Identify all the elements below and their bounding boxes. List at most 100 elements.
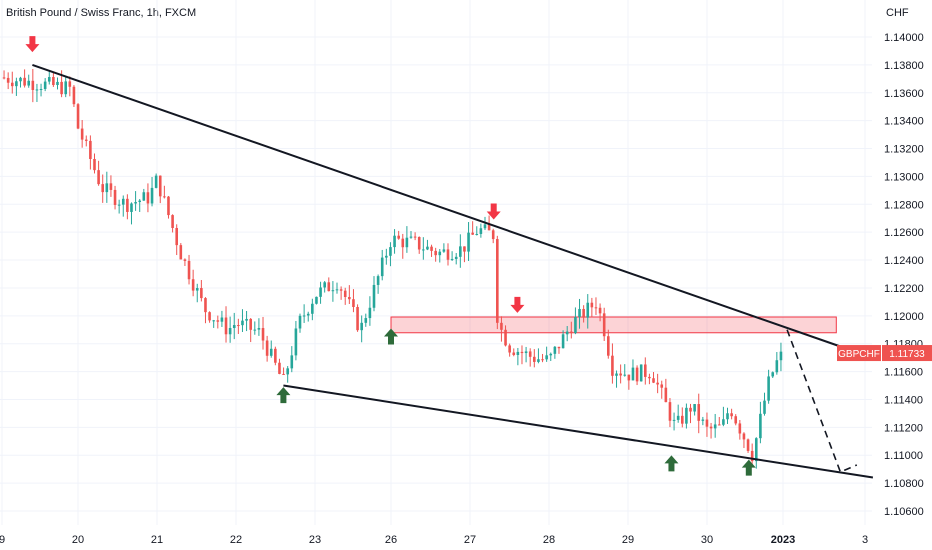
candle-body: [348, 297, 351, 300]
resistance-zone[interactable]: [390, 316, 837, 334]
candle-body: [545, 355, 548, 360]
candle-body: [397, 235, 400, 239]
candle-body: [434, 250, 437, 256]
candle-body: [204, 298, 207, 313]
trendlines[interactable]: [32, 63, 874, 479]
candle-body: [356, 307, 359, 331]
candle-body: [64, 81, 68, 95]
x-tick-label: 20: [72, 534, 84, 546]
candle-body: [208, 312, 211, 321]
candle-body: [76, 104, 80, 129]
candle-body: [121, 198, 125, 205]
candle-body: [549, 353, 553, 356]
candle-body: [586, 302, 590, 318]
candle-body: [623, 374, 627, 376]
candle-body: [257, 328, 261, 330]
candle-body: [578, 308, 581, 318]
candle-body: [635, 367, 639, 382]
candle-body: [93, 158, 96, 171]
price-tag-bg: [882, 345, 932, 362]
candle-body: [101, 184, 105, 193]
candle-body: [39, 88, 43, 90]
candle-body: [750, 450, 754, 462]
candle-body: [364, 318, 368, 323]
candle-body: [31, 80, 35, 90]
candle-body: [117, 204, 121, 206]
candle-body: [2, 77, 6, 79]
x-tick-label: 29: [622, 534, 634, 546]
candle-body: [467, 232, 470, 252]
candle-body: [138, 200, 142, 203]
candle-body: [68, 81, 72, 87]
x-tick-label: 9: [0, 534, 5, 546]
lower-trendline[interactable]: [283, 384, 874, 479]
candle-body: [668, 402, 672, 421]
candle-body: [611, 355, 614, 376]
candle-body: [594, 307, 598, 309]
candle-body: [126, 198, 129, 212]
candle-body: [516, 351, 520, 355]
candle-body: [615, 373, 618, 376]
x-tick-label: 23: [309, 534, 321, 546]
candle-body: [533, 356, 536, 362]
candle-body: [438, 251, 442, 256]
candle-body: [241, 320, 244, 326]
candle-body: [286, 368, 289, 375]
candle-body: [352, 299, 355, 308]
arrow-down-icon: [486, 203, 501, 220]
candle-body: [422, 249, 425, 251]
symbol-tag-text: GBPCHF: [838, 349, 880, 360]
y-tick-label: 1.12400: [884, 255, 924, 267]
candle-body: [775, 360, 779, 373]
candle-body: [730, 413, 733, 417]
candle-body: [265, 340, 269, 356]
candle-body: [380, 257, 384, 277]
candle-body: [220, 317, 224, 322]
candle-body: [771, 372, 775, 377]
candle-body: [80, 128, 84, 140]
x-tick-label: 2023: [771, 534, 795, 546]
candle-body: [23, 77, 26, 86]
candle-body: [52, 77, 55, 86]
candle-body: [496, 239, 499, 323]
candle-body: [327, 282, 331, 292]
candle-body: [294, 328, 298, 356]
projection-dashed-line[interactable]: [786, 329, 858, 474]
candle-body: [302, 315, 306, 317]
candle-body: [97, 170, 100, 185]
candle-body: [602, 313, 606, 337]
candle-body: [105, 183, 109, 193]
candle-body: [475, 233, 479, 235]
candle-body: [726, 413, 729, 420]
candle-body: [142, 192, 146, 201]
candle-body: [417, 237, 421, 250]
arrow-down-icon: [510, 296, 525, 313]
candle-body: [323, 282, 326, 288]
y-tick-label: 1.12000: [884, 311, 924, 323]
candle-body: [500, 322, 503, 330]
resistance-zone-layer: [390, 316, 837, 334]
candle-body: [237, 325, 240, 327]
y-tick-label: 1.13800: [884, 60, 924, 72]
arrow-up-icon: [276, 387, 291, 404]
candle-body: [759, 413, 762, 439]
upper-trendline[interactable]: [32, 63, 841, 348]
y-tick-label: 1.11000: [884, 450, 923, 462]
y-tick-label: 1.11200: [884, 422, 923, 434]
candle-body: [487, 224, 491, 231]
y-tick-label: 1.12200: [884, 283, 924, 295]
candle-body: [537, 359, 540, 362]
candle-body: [183, 259, 187, 261]
candle-body: [405, 237, 409, 248]
y-axis-currency: CHF: [886, 7, 909, 19]
candle-body: [426, 246, 429, 250]
candle-body: [504, 329, 507, 346]
candle-body: [27, 80, 31, 86]
candle-body: [709, 426, 713, 429]
candle-body: [372, 284, 376, 308]
candle-body: [109, 183, 113, 190]
x-tick-label: 22: [230, 534, 242, 546]
candle-body: [249, 318, 252, 330]
candle-body: [150, 187, 154, 204]
